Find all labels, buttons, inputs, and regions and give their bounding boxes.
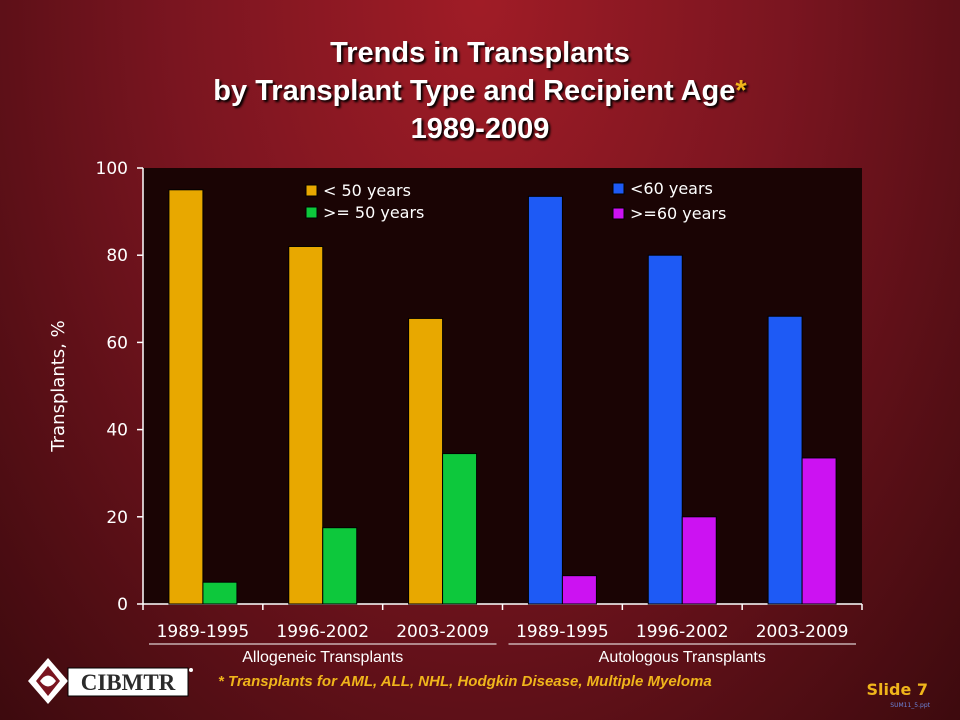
y-tick-label: 100	[96, 159, 128, 179]
group-label: Autologous Transplants	[599, 649, 766, 666]
bar-60-years	[767, 315, 803, 605]
legend-label: >=60 years	[630, 204, 726, 223]
bar-60-years	[647, 254, 683, 605]
legend-swatch	[305, 206, 318, 219]
title-line-1: Trends in Transplants	[330, 37, 630, 69]
title-asterisk: *	[735, 75, 747, 107]
x-tick-label: 2003-2009	[756, 622, 849, 642]
bar-60-years	[561, 575, 597, 605]
chart-title: Trends in Transplants by Transplant Type…	[0, 34, 960, 148]
title-line-2: by Transplant Type and Recipient Age*	[0, 72, 960, 110]
x-tick-label: 2003-2009	[396, 622, 489, 642]
footnote: * Transplants for AML, ALL, NHL, Hodgkin…	[218, 673, 712, 690]
logo-text: CIBMTR	[81, 670, 176, 695]
x-tick-label: 1996-2002	[636, 622, 729, 642]
legend-label: >= 50 years	[323, 203, 424, 222]
title-line-2-text: by Transplant Type and Recipient Age	[213, 75, 736, 107]
group-label: Allogeneic Transplants	[242, 649, 403, 666]
legend-swatch	[305, 184, 318, 197]
bar-50-years	[322, 527, 358, 605]
legend-label: < 50 years	[323, 181, 411, 200]
bar-60-years	[681, 516, 717, 605]
bar-50-years	[168, 189, 204, 605]
y-tick-label: 40	[106, 421, 128, 441]
y-tick-label: 60	[106, 333, 128, 353]
y-tick-label: 20	[106, 508, 128, 528]
bar-50-years	[408, 317, 444, 605]
y-axis-title: Transplants, %	[48, 320, 69, 452]
y-tick-label: 0	[117, 595, 128, 615]
bar-50-years	[202, 581, 238, 605]
x-tick-label: 1989-1995	[516, 622, 609, 642]
bar-60-years	[527, 195, 563, 605]
bar-50-years	[288, 245, 324, 605]
legend-swatch	[612, 182, 625, 195]
x-tick-label: 1996-2002	[276, 622, 369, 642]
x-tick-label: 1989-1995	[157, 622, 250, 642]
bar-50-years	[442, 453, 478, 605]
legend-swatch	[612, 207, 625, 220]
legend-label: <60 years	[630, 179, 713, 198]
title-line-3: 1989-2009	[410, 113, 550, 145]
bar-60-years	[801, 457, 837, 605]
y-tick-label: 80	[106, 246, 128, 266]
plot-area	[143, 168, 862, 604]
slide-number: Slide 7	[866, 680, 929, 699]
file-label: SUM11_5.ppt	[890, 702, 930, 709]
cibmtr-logo: CIBMTR	[28, 658, 193, 704]
